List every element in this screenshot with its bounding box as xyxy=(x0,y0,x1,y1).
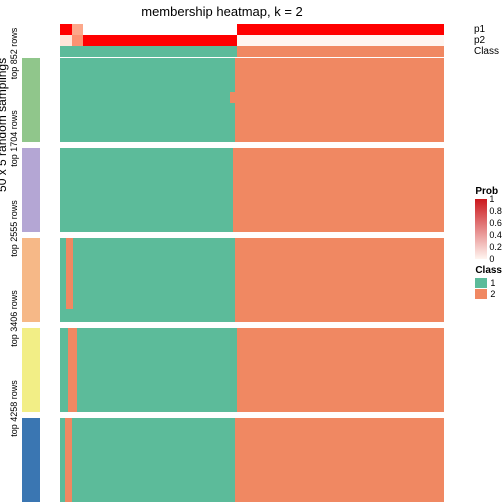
panel-label: top 3406 rows xyxy=(9,290,19,347)
chart-title: membership heatmap, k = 2 xyxy=(0,4,444,19)
legend-prob-gradient: 10.80.60.40.20 xyxy=(475,199,487,259)
heatmap-panel: top 3406 rows xyxy=(60,328,444,412)
panel-heat xyxy=(60,148,444,232)
top-annotation-labels: p1p2Class xyxy=(474,24,499,57)
panel-label-box xyxy=(22,418,40,502)
legend-label: 1 xyxy=(490,278,495,288)
legend-class-item: 2 xyxy=(475,289,502,299)
panel-label-box xyxy=(22,58,40,142)
panel-label-box xyxy=(22,238,40,322)
heatmap-panel: top 4258 rows xyxy=(60,418,444,502)
legend-tick: 0 xyxy=(489,254,494,264)
y-axis-label: 50 x 5 random samplings xyxy=(0,58,9,192)
annotation-label: Class xyxy=(474,46,499,57)
legend-tick: 0.8 xyxy=(489,206,502,216)
panel-label-box xyxy=(22,148,40,232)
legend-label: 2 xyxy=(490,289,495,299)
annotation-row-Class xyxy=(60,46,444,57)
annotation-row-p2 xyxy=(60,35,444,46)
annotation-row-p1 xyxy=(60,24,444,35)
legend-class-title: Class xyxy=(475,265,502,276)
heatmap-panel: top 852 rows xyxy=(60,58,444,142)
heatmap-panel: top 1704 rows xyxy=(60,148,444,232)
panel-label: top 1704 rows xyxy=(9,110,19,167)
panel-label: top 4258 rows xyxy=(9,380,19,437)
heatmap-panels: top 852 rowstop 1704 rowstop 2555 rowsto… xyxy=(60,58,444,502)
panel-heat xyxy=(60,328,444,412)
panel-heat xyxy=(60,418,444,502)
legend-tick: 0.6 xyxy=(489,218,502,228)
legend-tick: 0.4 xyxy=(489,230,502,240)
legend-tick: 0.2 xyxy=(489,242,502,252)
legend-swatch xyxy=(475,289,487,299)
legend-swatch xyxy=(475,278,487,288)
top-annotations xyxy=(60,24,444,57)
panel-heat xyxy=(60,58,444,142)
panel-label-box xyxy=(22,328,40,412)
legend-tick: 1 xyxy=(489,194,494,204)
heatmap-panel: top 2555 rows xyxy=(60,238,444,322)
legend-class-item: 1 xyxy=(475,278,502,288)
annotation-label: p2 xyxy=(474,35,499,46)
legend: Prob 10.80.60.40.20 Class 12 xyxy=(475,180,502,300)
panel-label: top 2555 rows xyxy=(9,200,19,257)
panel-heat xyxy=(60,238,444,322)
panel-label: top 852 rows xyxy=(9,28,19,80)
annotation-label: p1 xyxy=(474,24,499,35)
